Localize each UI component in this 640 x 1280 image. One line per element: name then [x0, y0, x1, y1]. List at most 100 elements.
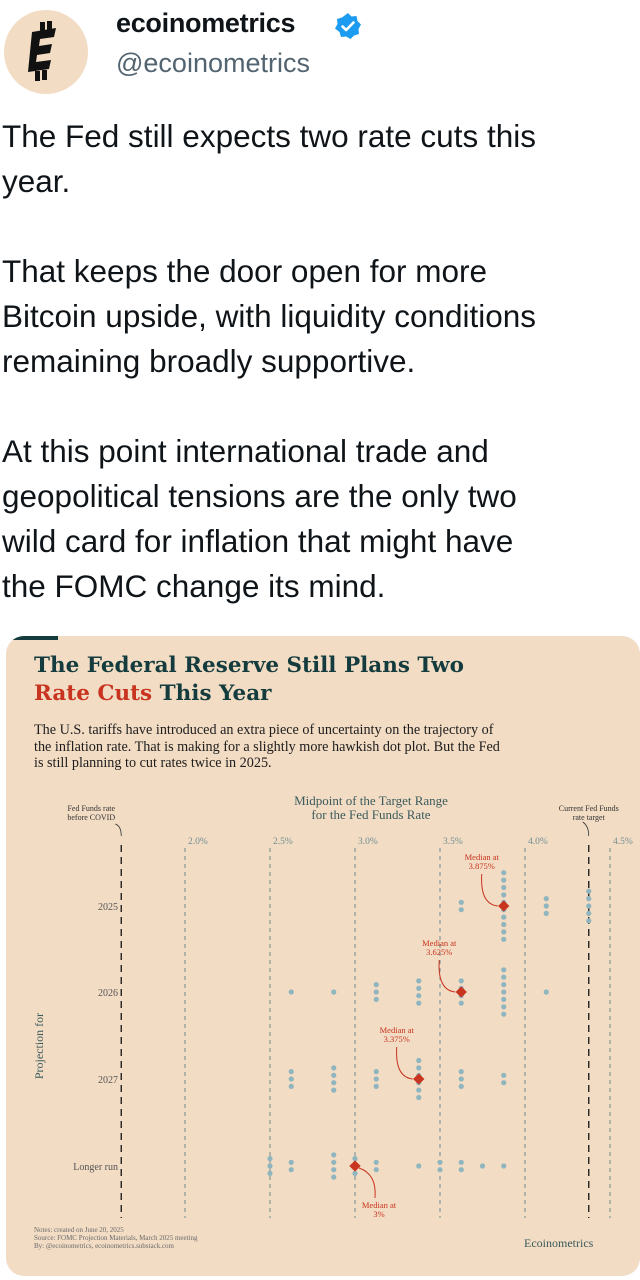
projection-dot	[437, 1159, 443, 1165]
chart-notes: Notes: created on June 20, 2025 Source: …	[34, 1226, 198, 1250]
median-pointer	[396, 1046, 413, 1080]
projection-dot	[501, 974, 507, 980]
projection-dot	[416, 1163, 422, 1169]
projection-dot	[373, 989, 379, 995]
chart-headline-line2: Rate Cuts This Year	[34, 680, 464, 708]
projection-dot	[458, 907, 464, 913]
projection-dot	[331, 1065, 337, 1071]
projection-dot	[501, 1011, 507, 1017]
reference-line-label: before COVID	[67, 813, 115, 822]
projection-dot	[543, 896, 549, 902]
chart-headline-highlight: Rate Cuts	[34, 681, 153, 706]
projection-dot	[416, 978, 422, 984]
projection-dot	[373, 1167, 379, 1173]
tweet-text: The Fed still expects two rate cuts this…	[2, 114, 638, 654]
projection-dot	[458, 1076, 464, 1082]
tweet-paragraph: At this point international trade and ge…	[2, 433, 517, 604]
tweet-paragraph: The Fed still expects two rate cuts this…	[2, 118, 536, 199]
projection-dot	[501, 1004, 507, 1010]
x-tick-label: 3.5%	[443, 837, 463, 847]
projection-dot	[501, 929, 507, 935]
projection-dot	[416, 993, 422, 999]
verified-badge-icon	[335, 13, 361, 39]
median-marker	[498, 900, 510, 912]
projection-dot	[331, 1072, 337, 1078]
projection-dot	[586, 918, 592, 924]
projection-dot	[501, 877, 507, 883]
projection-dot	[288, 989, 294, 995]
projection-dot	[501, 996, 507, 1002]
projection-dot	[352, 1156, 358, 1162]
projection-dot	[331, 1087, 337, 1093]
projection-dot	[479, 1163, 486, 1169]
projection-dot	[543, 910, 549, 916]
projection-dot	[501, 884, 507, 891]
chart-description: The U.S. tariffs have introduced an extr…	[34, 722, 500, 771]
projection-dot	[501, 870, 507, 876]
reference-line-label: Current Fed Funds	[559, 804, 619, 813]
projection-dot	[416, 1087, 422, 1093]
median-label: Median at	[422, 938, 457, 948]
tweet-header: ecoinometrics @ecoinometrics	[0, 0, 640, 100]
projection-dot	[373, 1083, 379, 1089]
chart-headline: The Federal Reserve Still Plans Two Rate…	[34, 652, 464, 708]
projection-dot	[458, 1159, 464, 1165]
author-name[interactable]: ecoinometrics	[116, 8, 296, 38]
median-marker	[455, 986, 467, 998]
median-marker	[349, 1160, 361, 1172]
median-pointer	[358, 1167, 376, 1199]
projection-dot	[331, 1080, 337, 1086]
projection-dot	[501, 914, 507, 920]
projection-dot	[288, 1076, 294, 1082]
projection-dot	[586, 888, 592, 894]
projection-dot	[458, 1167, 464, 1173]
avatar[interactable]	[4, 10, 88, 94]
projection-dot	[288, 1069, 294, 1075]
chart-title-line1: Midpoint of the Target Range	[294, 793, 448, 808]
projection-dot	[458, 978, 464, 984]
chart-image-card[interactable]: The Federal Reserve Still Plans Two Rate…	[6, 636, 640, 1276]
projection-dot	[267, 1170, 273, 1176]
projection-dot	[501, 982, 507, 988]
projection-dot	[373, 982, 379, 988]
projection-dot	[501, 989, 507, 995]
projection-dot	[416, 1057, 422, 1064]
x-tick-label: 2.5%	[273, 837, 293, 847]
reference-line-label: rate target	[573, 813, 606, 822]
chart-brand: Ecoinometrics	[524, 1236, 594, 1250]
projection-dot	[373, 996, 379, 1002]
median-label: 3.875%	[469, 861, 495, 871]
x-tick-label: 3.0%	[358, 837, 378, 847]
projection-dot	[267, 1156, 273, 1162]
reference-line-label: Fed Funds rate	[67, 804, 115, 813]
median-label: Median at	[380, 1025, 415, 1035]
chart-note: Source: FOMC Projection Materials, March…	[34, 1234, 198, 1242]
chart-headline-line1: The Federal Reserve Still Plans Two	[34, 653, 464, 678]
projection-dot	[288, 1167, 294, 1173]
x-tick-label: 4.5%	[613, 837, 633, 847]
projection-dot	[331, 1174, 337, 1180]
x-tick-label: 4.0%	[528, 837, 548, 847]
median-label: Median at	[362, 1200, 397, 1210]
row-label: 2026	[98, 988, 118, 999]
projection-dot	[501, 967, 507, 973]
projection-dot	[416, 1094, 422, 1101]
chart-note: By: @ecoinometrics, ecoinometrics.substa…	[34, 1242, 174, 1250]
projection-dot	[331, 1152, 337, 1158]
median-marker	[413, 1073, 425, 1085]
row-label: 2027	[98, 1075, 118, 1086]
median-pointer	[438, 959, 456, 993]
projection-dot	[288, 1159, 294, 1165]
reference-line-pointer	[582, 821, 590, 837]
projection-dot	[373, 1159, 379, 1165]
reference-line-pointer	[115, 823, 122, 837]
projection-dot	[458, 1069, 464, 1075]
projection-dot	[586, 896, 592, 902]
projection-dot	[373, 1076, 379, 1082]
author-handle[interactable]: @ecoinometrics	[116, 48, 310, 78]
projection-dot	[501, 921, 507, 928]
median-label: 3%	[373, 1209, 384, 1219]
projection-dot	[267, 1163, 273, 1169]
tweet-paragraph: That keeps the door open for more Bitcoi…	[2, 253, 537, 379]
projection-dot	[373, 1069, 379, 1075]
